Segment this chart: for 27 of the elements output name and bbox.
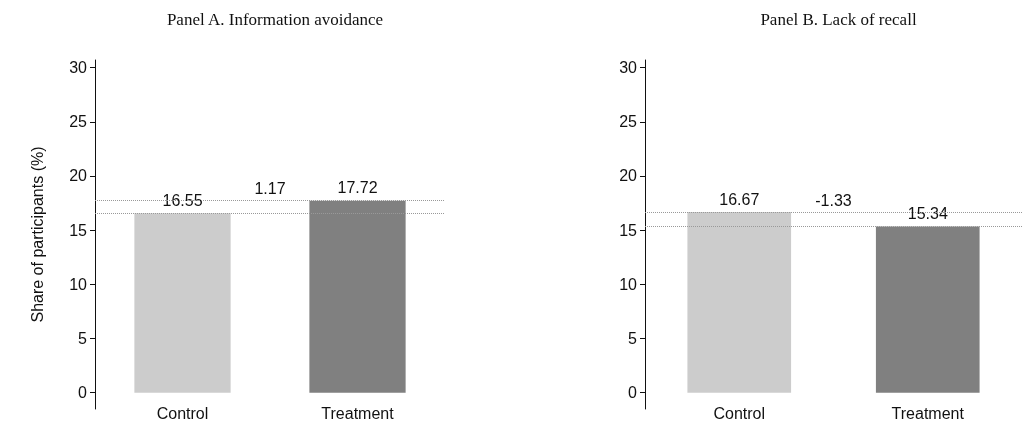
y-tick-label: 10 xyxy=(69,275,88,293)
x-tick-label: Treatment xyxy=(891,404,965,421)
data-label: 16.67 xyxy=(719,190,760,208)
x-tick-label: Control xyxy=(156,404,209,421)
y-tick-label: 15 xyxy=(69,221,88,239)
chart-title: Panel A. Information avoidance xyxy=(166,10,384,29)
y-tick-label: 25 xyxy=(69,113,88,131)
annotation: -1.33 xyxy=(815,191,852,209)
y-axis-title: Share of participants (%) xyxy=(28,146,46,323)
y-tick-label: 20 xyxy=(69,167,88,185)
y-tick-label: 10 xyxy=(619,275,638,293)
y-tick-label: 0 xyxy=(628,384,638,402)
y-tick-label: 25 xyxy=(619,113,638,131)
y-tick-label: 30 xyxy=(69,59,88,77)
y-tick-label: 5 xyxy=(628,330,638,348)
chart-title: Panel B. Lack of recall xyxy=(760,10,917,29)
annotation: 1.17 xyxy=(254,180,286,198)
y-tick-label: 30 xyxy=(619,59,638,77)
y-tick-label: 0 xyxy=(78,384,88,402)
y-tick-label: 5 xyxy=(78,330,88,348)
x-tick-label: Control xyxy=(713,404,766,421)
y-tick-label: 15 xyxy=(619,221,638,239)
data-label: 15.34 xyxy=(907,204,948,222)
y-tick-label: 20 xyxy=(619,167,638,185)
data-label: 16.55 xyxy=(162,191,203,209)
x-tick-label: Treatment xyxy=(321,404,395,421)
data-label: 17.72 xyxy=(337,179,378,197)
